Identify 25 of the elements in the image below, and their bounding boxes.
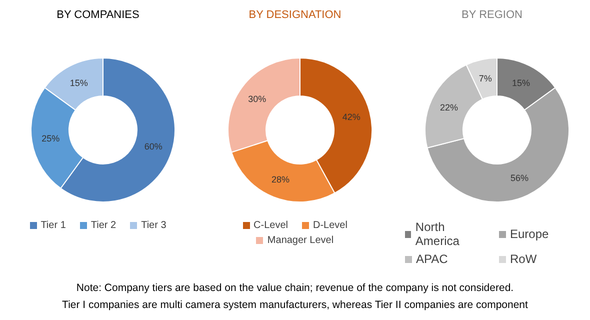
legend-label: C-Level <box>254 220 288 231</box>
legend-label: Europe <box>510 227 549 241</box>
text: Note: Company tiers are based on the value chain; revenue of the company is not considered. <box>75 281 515 296</box>
chart-title: BY COMPANIES <box>56 8 140 23</box>
chart-title: BY REGION <box>462 8 522 23</box>
data-label: 7% <box>478 73 492 84</box>
legend-label: APAC <box>416 252 448 266</box>
data-label: 60% <box>144 141 162 152</box>
data-label: 15% <box>70 78 88 88</box>
legend-label: North America <box>415 220 460 248</box>
legend-label: Tier 2 <box>90 220 116 231</box>
data-label: 25% <box>42 133 60 144</box>
legend-label: RoW <box>510 252 537 266</box>
legend-label: Tier 1 <box>40 220 66 231</box>
data-label: 28% <box>271 174 290 184</box>
data-label: 56% <box>510 172 529 183</box>
data-label: 42% <box>342 112 360 122</box>
data-label: 22% <box>440 102 458 112</box>
legend-label: Tier 3 <box>141 220 166 231</box>
data-label: 30% <box>248 94 266 104</box>
legend-label: Manager Level <box>267 235 334 246</box>
chart-title: BY DESIGNATION <box>248 8 342 23</box>
text: Tier I companies are multi camera system manufacturers, whereas Tier II companies are component <box>61 298 529 313</box>
data-label: 15% <box>512 78 530 88</box>
legend-label: D-Level <box>313 220 348 231</box>
